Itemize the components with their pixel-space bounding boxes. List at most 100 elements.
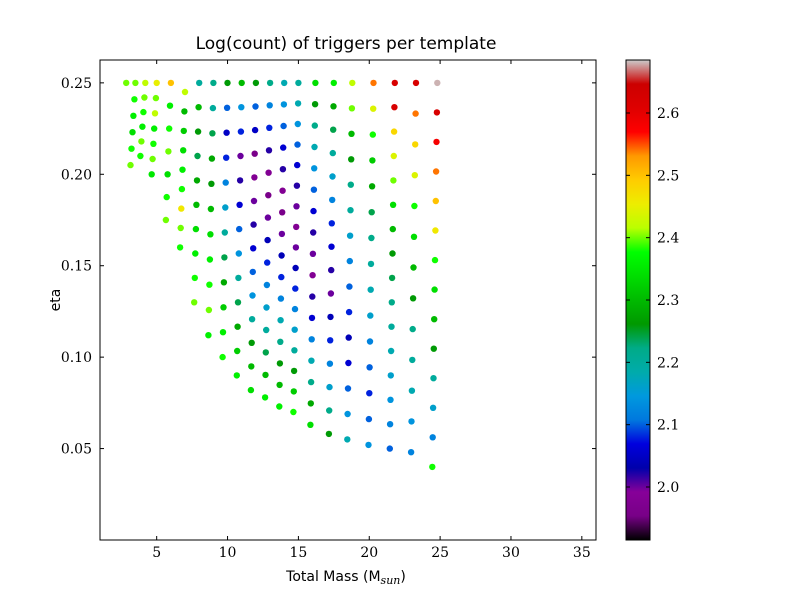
data-point: [236, 177, 244, 184]
data-point: [432, 227, 439, 234]
data-point: [162, 216, 170, 224]
data-point: [365, 441, 372, 449]
data-point: [263, 304, 270, 311]
data-point: [310, 207, 317, 215]
data-point: [223, 104, 231, 112]
data-point: [192, 225, 200, 233]
data-point: [178, 205, 185, 212]
data-point: [390, 152, 397, 160]
data-point: [294, 100, 302, 107]
data-point: [309, 272, 316, 279]
data-point: [366, 338, 374, 345]
data-point: [264, 259, 271, 266]
y-tick-label: 0.05: [61, 442, 92, 458]
data-point: [344, 436, 351, 443]
data-point: [250, 197, 258, 205]
data-point: [410, 233, 418, 240]
data-point: [345, 334, 352, 341]
data-point: [329, 196, 336, 204]
data-point: [181, 88, 189, 96]
data-point: [209, 130, 216, 137]
data-point: [326, 407, 333, 414]
data-point: [234, 323, 241, 330]
data-point: [251, 126, 259, 134]
data-point: [263, 326, 270, 334]
data-point: [167, 79, 175, 87]
data-point: [180, 147, 187, 154]
data-point: [368, 209, 375, 216]
data-point: [345, 308, 353, 316]
data-point: [206, 281, 213, 288]
data-point: [127, 161, 134, 169]
x-tick-label: 15: [289, 545, 307, 561]
data-point: [137, 152, 144, 160]
data-point: [410, 264, 417, 271]
data-point: [276, 360, 284, 367]
data-points: [123, 79, 441, 471]
data-point: [327, 337, 334, 344]
data-point: [389, 225, 396, 233]
data-point: [328, 266, 335, 274]
data-point: [293, 203, 300, 210]
y-axis-label: eta: [48, 289, 64, 312]
data-point: [387, 347, 395, 355]
data-point: [221, 254, 228, 261]
colorbar-ticks: 2.0 2.1 2.2 2.3 2.4 2.5 2.6: [626, 106, 679, 496]
data-point: [179, 166, 186, 173]
data-point: [280, 122, 287, 130]
data-point: [277, 317, 284, 324]
data-point: [266, 79, 274, 87]
data-point: [208, 180, 215, 187]
x-tick-label: 25: [431, 545, 449, 561]
data-point: [194, 128, 202, 135]
x-tick-label: 10: [219, 545, 237, 561]
data-point: [412, 110, 419, 117]
data-point: [140, 108, 147, 116]
plot-area: [100, 60, 596, 540]
data-point: [177, 224, 184, 232]
data-point: [327, 290, 335, 297]
data-point: [128, 145, 135, 152]
data-point: [346, 257, 353, 265]
data-point: [367, 312, 374, 319]
data-point: [294, 141, 301, 148]
data-point: [247, 386, 255, 394]
data-point: [180, 127, 187, 135]
data-point: [346, 232, 354, 239]
data-point: [431, 256, 439, 264]
data-point: [166, 102, 174, 109]
x-axis-label: Total Mass (Msun): [285, 569, 406, 587]
data-point: [266, 102, 273, 109]
data-point: [264, 214, 272, 221]
data-point: [176, 244, 184, 251]
colorbar-tick-label: 2.4: [657, 231, 679, 247]
data-point: [370, 105, 377, 112]
data-point: [429, 404, 437, 411]
data-point: [235, 250, 242, 257]
data-point: [391, 104, 398, 111]
data-point: [163, 193, 170, 201]
data-point: [250, 245, 257, 252]
data-point: [407, 449, 415, 456]
data-point: [411, 202, 418, 210]
data-point: [152, 94, 160, 102]
data-point: [329, 173, 336, 180]
data-point: [209, 104, 217, 112]
data-point: [193, 177, 201, 184]
data-point: [277, 338, 284, 345]
data-point: [222, 204, 229, 211]
data-point: [348, 130, 355, 137]
data-point: [151, 125, 158, 132]
data-point: [326, 383, 333, 391]
data-point: [210, 79, 217, 87]
data-point: [234, 299, 242, 306]
data-point: [237, 152, 244, 160]
data-point: [192, 250, 199, 257]
data-point: [311, 165, 318, 172]
data-point: [207, 205, 215, 213]
data-point: [307, 378, 315, 386]
data-point: [347, 207, 354, 214]
data-point: [308, 336, 315, 343]
data-point: [388, 299, 395, 306]
